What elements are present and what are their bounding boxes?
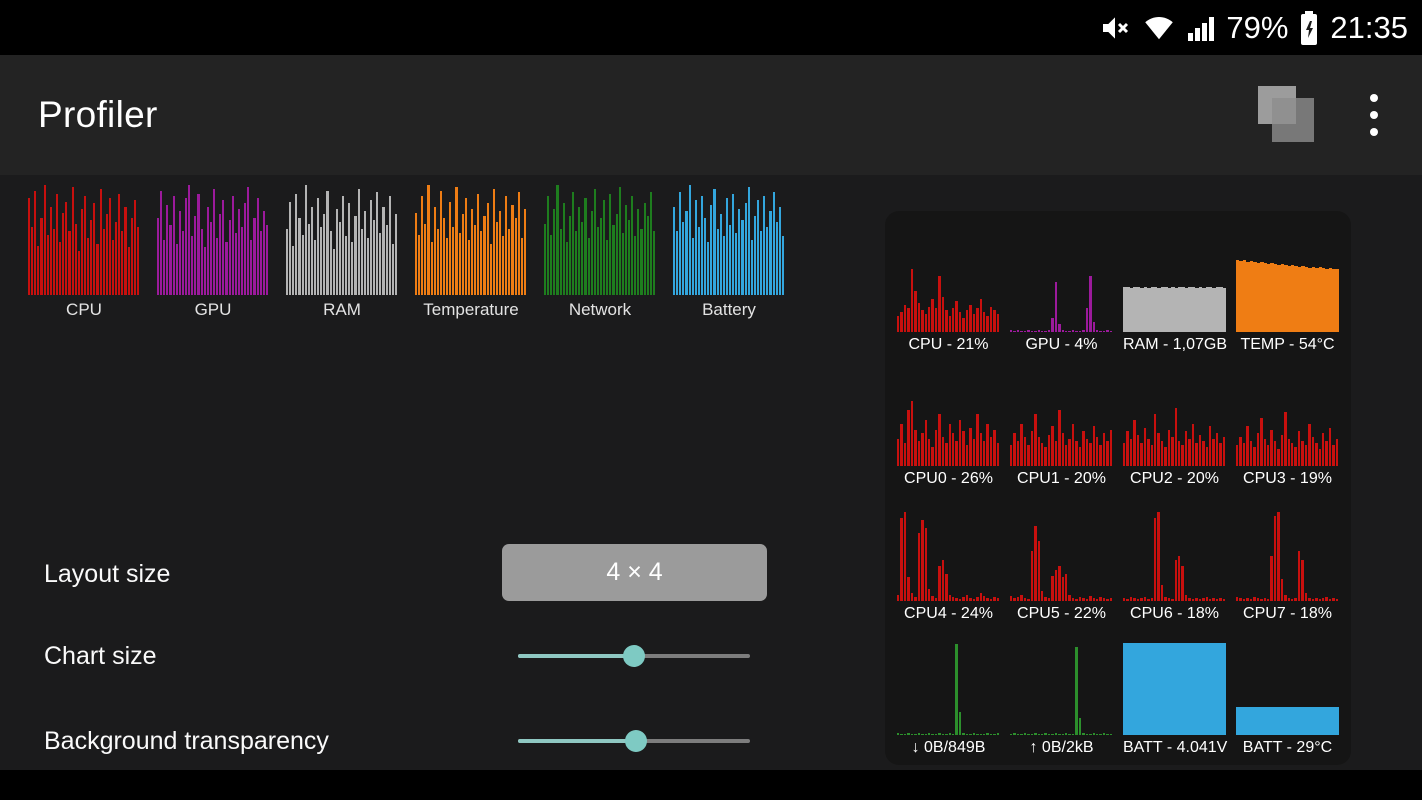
slider-fill xyxy=(518,654,634,658)
widget-cell-cpu6: CPU6 - 18% xyxy=(1123,494,1226,623)
cpu4-mini-chart xyxy=(897,505,1000,601)
widget-cell-cpu5: CPU5 - 22% xyxy=(1010,494,1113,623)
widget-preview-icon[interactable] xyxy=(1256,86,1316,144)
bottom-black-strip xyxy=(0,770,1422,800)
widget-cell-cpu7: CPU7 - 18% xyxy=(1236,494,1339,623)
cpu2-mini-chart xyxy=(1123,370,1226,466)
battery-icon xyxy=(1301,10,1318,45)
chart-toggle-gpu[interactable]: GPU xyxy=(157,185,269,320)
layout-size-label: Layout size xyxy=(44,560,171,588)
background-transparency-label: Background transparency xyxy=(44,727,329,755)
network-down-mini-chart xyxy=(897,639,1000,735)
background-transparency-slider[interactable] xyxy=(518,726,750,756)
widget-cell-temp: TEMP - 54°C xyxy=(1236,225,1340,354)
cpu1-mini-chart xyxy=(1010,370,1113,466)
cpu-thumbnail-chart xyxy=(28,185,140,295)
signal-icon xyxy=(1188,16,1215,41)
battery-thumbnail-chart xyxy=(673,185,785,295)
front-square-shape xyxy=(1272,98,1314,142)
widget-cell-label: CPU - 21% xyxy=(908,335,989,353)
cpu-mini-chart xyxy=(897,236,1000,332)
widget-cell-label: BATT - 4.041V xyxy=(1123,739,1228,756)
widget-preview-card: CPU - 21% GPU - 4% RAM - 1,07GB TEMP - 5… xyxy=(885,211,1351,765)
network-thumbnail-chart xyxy=(544,185,656,295)
chart-toggle-ram[interactable]: RAM xyxy=(286,185,398,320)
thumbnail-label: Battery xyxy=(702,300,756,319)
widget-cell-label: CPU5 - 22% xyxy=(1017,604,1106,622)
widget-cell-label: CPU6 - 18% xyxy=(1130,604,1219,622)
widget-cell-gpu: GPU - 4% xyxy=(1010,225,1113,354)
thumbnail-label: RAM xyxy=(323,300,361,319)
widget-cell-label: TEMP - 54°C xyxy=(1240,335,1335,353)
gpu-thumbnail-chart xyxy=(157,185,269,295)
widget-cell-label: RAM - 1,07GB xyxy=(1123,335,1228,353)
layout-size-button[interactable]: 4 × 4 xyxy=(502,544,767,601)
page-title: Profiler xyxy=(38,94,158,135)
thumbnail-label: CPU xyxy=(66,300,102,319)
widget-cell-cpu4: CPU4 - 24% xyxy=(897,494,1000,623)
battery-temp-mini-chart xyxy=(1236,639,1340,735)
app-bar: Profiler xyxy=(0,55,1422,175)
chart-toggle-network[interactable]: Network xyxy=(544,185,656,320)
slider-thumb[interactable] xyxy=(625,730,648,752)
gpu-mini-chart xyxy=(1010,236,1113,332)
widget-cell-cpu: CPU - 21% xyxy=(897,225,1000,354)
chart-type-row: CPU GPU RAM Temperature Network Battery xyxy=(28,185,785,320)
overflow-menu-icon[interactable] xyxy=(1364,88,1384,142)
cpu6-mini-chart xyxy=(1123,505,1226,601)
chart-toggle-temperature[interactable]: Temperature xyxy=(415,185,527,320)
cpu3-mini-chart xyxy=(1236,370,1339,466)
wifi-icon xyxy=(1145,16,1174,39)
widget-cell-label: CPU3 - 19% xyxy=(1243,470,1332,487)
appbar-actions xyxy=(1256,86,1384,144)
widget-cell-label: CPU1 - 20% xyxy=(1017,470,1106,487)
battery-voltage-mini-chart xyxy=(1123,639,1227,735)
widget-cell-batt-temp: BATT - 29°C xyxy=(1236,629,1340,758)
slider-fill xyxy=(518,739,637,743)
widget-cell-cpu3: CPU3 - 19% xyxy=(1236,360,1339,489)
clock-text: 21:35 xyxy=(1330,10,1408,45)
widget-cell-label: CPU4 - 24% xyxy=(904,604,993,622)
widget-cell-ram: RAM - 1,07GB xyxy=(1123,225,1228,354)
widget-cell-label: CPU0 - 26% xyxy=(904,470,993,487)
widget-cell-label: BATT - 29°C xyxy=(1242,739,1333,756)
status-bar: 79% 21:35 xyxy=(0,0,1422,55)
widget-cell-net-down: ↓ 0B/849B xyxy=(897,629,1000,758)
thumbnail-label: Network xyxy=(568,300,632,319)
chart-size-slider[interactable] xyxy=(518,641,750,671)
settings-content: CPU GPU RAM Temperature Network Battery xyxy=(0,175,1422,770)
thumbnail-label: GPU xyxy=(194,300,232,319)
battery-percent-text: 79% xyxy=(1226,10,1289,45)
ram-mini-chart xyxy=(1123,236,1227,332)
temperature-thumbnail-chart xyxy=(415,185,527,295)
network-up-mini-chart xyxy=(1010,639,1113,735)
widget-cell-label: ↓ 0B/849B xyxy=(911,739,986,756)
cpu0-mini-chart xyxy=(897,370,1000,466)
widget-cell-label: CPU2 - 20% xyxy=(1130,470,1219,487)
widget-cell-label: GPU - 4% xyxy=(1025,335,1098,353)
widget-cell-cpu0: CPU0 - 26% xyxy=(897,360,1000,489)
chart-toggle-battery[interactable]: Battery xyxy=(673,185,785,320)
cpu7-mini-chart xyxy=(1236,505,1339,601)
widget-cell-label: CPU7 - 18% xyxy=(1243,604,1332,622)
widget-cell-cpu2: CPU2 - 20% xyxy=(1123,360,1226,489)
chart-toggle-cpu[interactable]: CPU xyxy=(28,185,140,320)
ram-thumbnail-chart xyxy=(286,185,398,295)
widget-cell-label: ↑ 0B/2kB xyxy=(1029,739,1094,756)
widget-cell-cpu1: CPU1 - 20% xyxy=(1010,360,1113,489)
thumbnail-label: Temperature xyxy=(423,300,519,319)
mute-icon xyxy=(1103,16,1129,39)
temp-mini-chart xyxy=(1236,236,1340,332)
slider-thumb[interactable] xyxy=(623,645,645,667)
widget-cell-net-up: ↑ 0B/2kB xyxy=(1010,629,1113,758)
cpu5-mini-chart xyxy=(1010,505,1113,601)
chart-size-label: Chart size xyxy=(44,642,157,670)
widget-cell-batt-voltage: BATT - 4.041V xyxy=(1123,629,1228,758)
